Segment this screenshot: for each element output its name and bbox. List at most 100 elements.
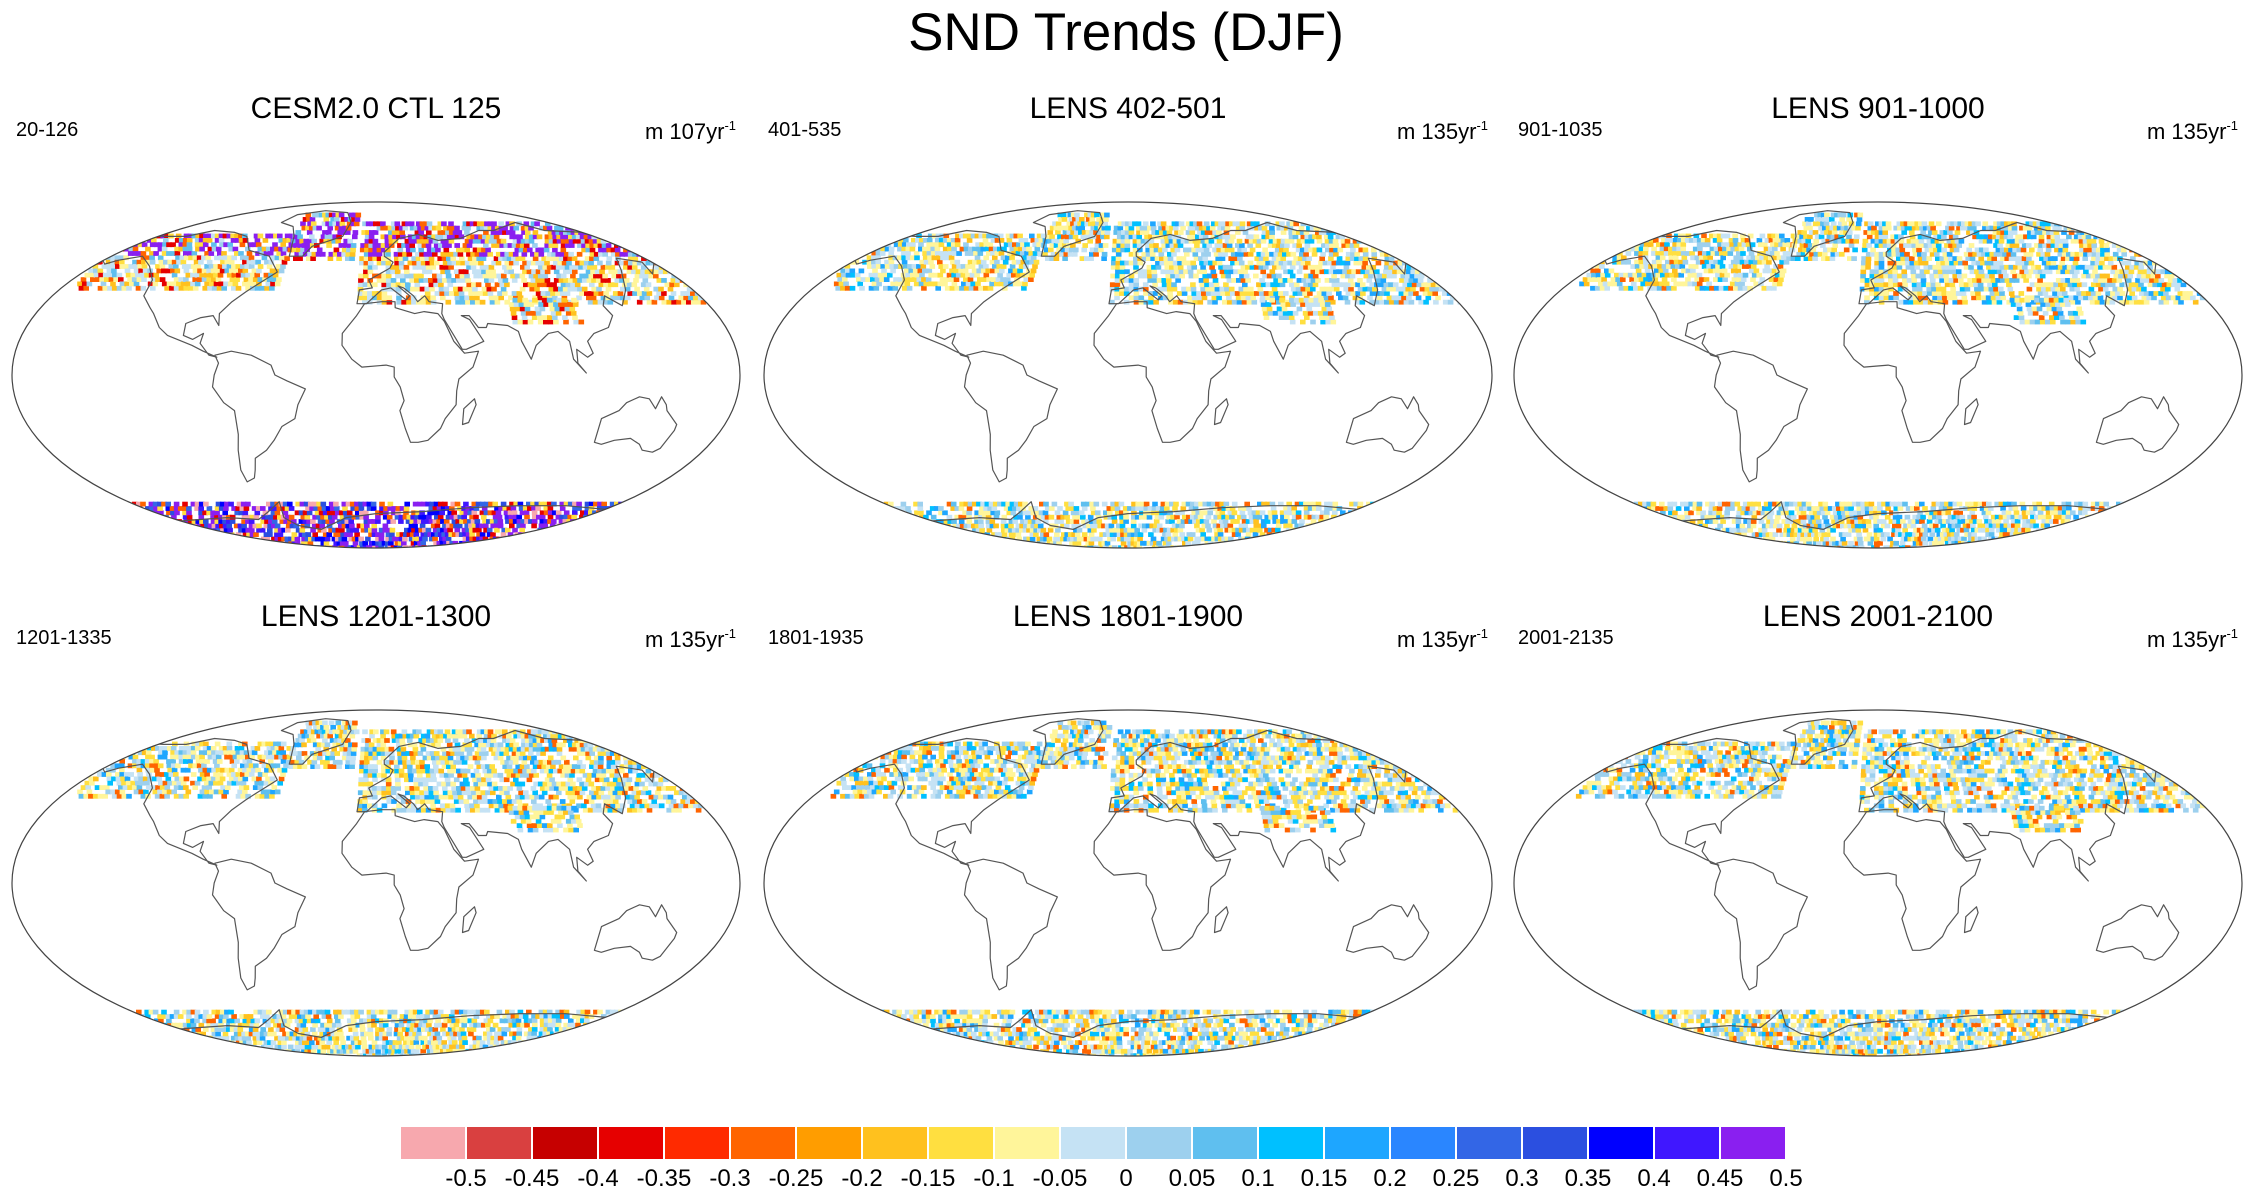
trend-cell — [176, 281, 182, 287]
trend-cell — [914, 272, 921, 278]
trend-cell — [450, 225, 457, 231]
trend-cell — [1391, 286, 1397, 292]
trend-cell — [1166, 286, 1173, 292]
trend-cell — [1147, 506, 1154, 511]
trend-cell — [1151, 230, 1157, 235]
trend-cell — [568, 251, 574, 257]
trend-cell — [437, 514, 444, 520]
trend-cell — [1145, 251, 1152, 257]
trend-cell — [472, 256, 478, 261]
trend-cell — [707, 295, 714, 301]
trend-cell — [108, 506, 114, 511]
trend-cell — [344, 545, 351, 548]
trend-cell — [465, 506, 471, 511]
trend-cell — [986, 527, 993, 533]
trend-cell — [351, 514, 358, 520]
trend-cell — [473, 221, 479, 227]
trend-cell — [1229, 514, 1235, 520]
trend-cell — [418, 514, 424, 520]
trend-cell — [1175, 510, 1181, 516]
trend-cell — [388, 536, 395, 542]
trend-cell — [532, 532, 538, 537]
trend-cell — [222, 519, 228, 524]
trend-cell — [683, 295, 689, 301]
trend-cell — [1170, 247, 1176, 253]
trend-cell — [375, 514, 381, 520]
trend-cell — [1194, 243, 1200, 248]
trend-cell — [242, 268, 249, 274]
trend-cell — [1253, 273, 1259, 279]
trend-cell — [932, 281, 939, 287]
trend-cell — [1133, 536, 1140, 542]
trend-cell — [268, 519, 274, 524]
trend-cell — [1193, 256, 1200, 261]
trend-cell — [497, 519, 504, 524]
trend-cell — [428, 282, 435, 288]
trend-cell — [1177, 243, 1184, 248]
trend-cell — [1425, 295, 1432, 301]
trend-cell — [1143, 225, 1149, 231]
trend-cell — [129, 281, 135, 287]
trend-cell — [596, 238, 603, 244]
trend-cell — [1218, 221, 1224, 227]
trend-cell — [1098, 247, 1104, 253]
trend-cell — [602, 221, 608, 227]
trend-cell — [1329, 278, 1335, 283]
trend-cell — [1276, 225, 1283, 231]
trend-cell — [1047, 545, 1053, 548]
trend-cell — [333, 501, 339, 507]
trend-cell — [153, 519, 159, 524]
trend-cell — [1303, 273, 1310, 279]
trend-cell — [245, 514, 252, 520]
trend-cell — [585, 243, 591, 248]
trend-cell — [1256, 260, 1263, 266]
trend-cell — [1231, 299, 1238, 305]
trend-cell — [447, 282, 454, 288]
trend-cell — [458, 291, 465, 296]
trend-cell — [282, 246, 289, 252]
trend-cell — [639, 519, 645, 524]
trend-cell — [895, 514, 902, 520]
trend-cell — [1395, 286, 1402, 292]
trend-cell — [539, 510, 546, 516]
trend-cell — [612, 269, 619, 275]
trend-cell — [418, 230, 424, 235]
trend-cell — [532, 545, 538, 548]
trend-cell — [1240, 278, 1247, 283]
trend-cell — [348, 536, 354, 542]
trend-cell — [1009, 264, 1016, 269]
trend-cell — [1056, 545, 1063, 548]
trend-cell — [384, 545, 391, 548]
trend-cell — [277, 532, 284, 537]
trend-cell — [1357, 278, 1363, 283]
trend-cell — [940, 255, 946, 261]
trend-cell — [118, 277, 124, 282]
trend-cell — [481, 247, 487, 253]
snow-depth-trend-cells — [77, 212, 715, 548]
trend-cell — [1239, 510, 1246, 516]
trend-cell — [412, 523, 418, 529]
trend-cell — [217, 272, 224, 278]
trend-cell — [1226, 234, 1232, 240]
trend-cell — [132, 264, 139, 269]
trend-cell — [1115, 264, 1121, 270]
trend-cell — [435, 247, 441, 253]
trend-cell — [970, 233, 977, 239]
trend-cell — [218, 532, 224, 537]
trend-cell — [621, 506, 628, 511]
trend-cell — [116, 246, 122, 252]
trend-cell — [110, 281, 116, 287]
trend-cell — [165, 268, 172, 274]
trend-cell — [502, 225, 508, 231]
trend-cell — [1331, 273, 1337, 279]
trend-cell — [618, 234, 625, 240]
trend-cell — [1030, 523, 1037, 529]
trend-cell — [610, 247, 617, 253]
trend-cell — [1315, 269, 1321, 275]
trend-cell — [973, 545, 979, 548]
trend-cell — [259, 527, 266, 533]
trend-cell — [1073, 221, 1080, 227]
trend-cell — [942, 238, 949, 243]
trend-cell — [219, 523, 225, 529]
trend-cell — [959, 523, 966, 529]
